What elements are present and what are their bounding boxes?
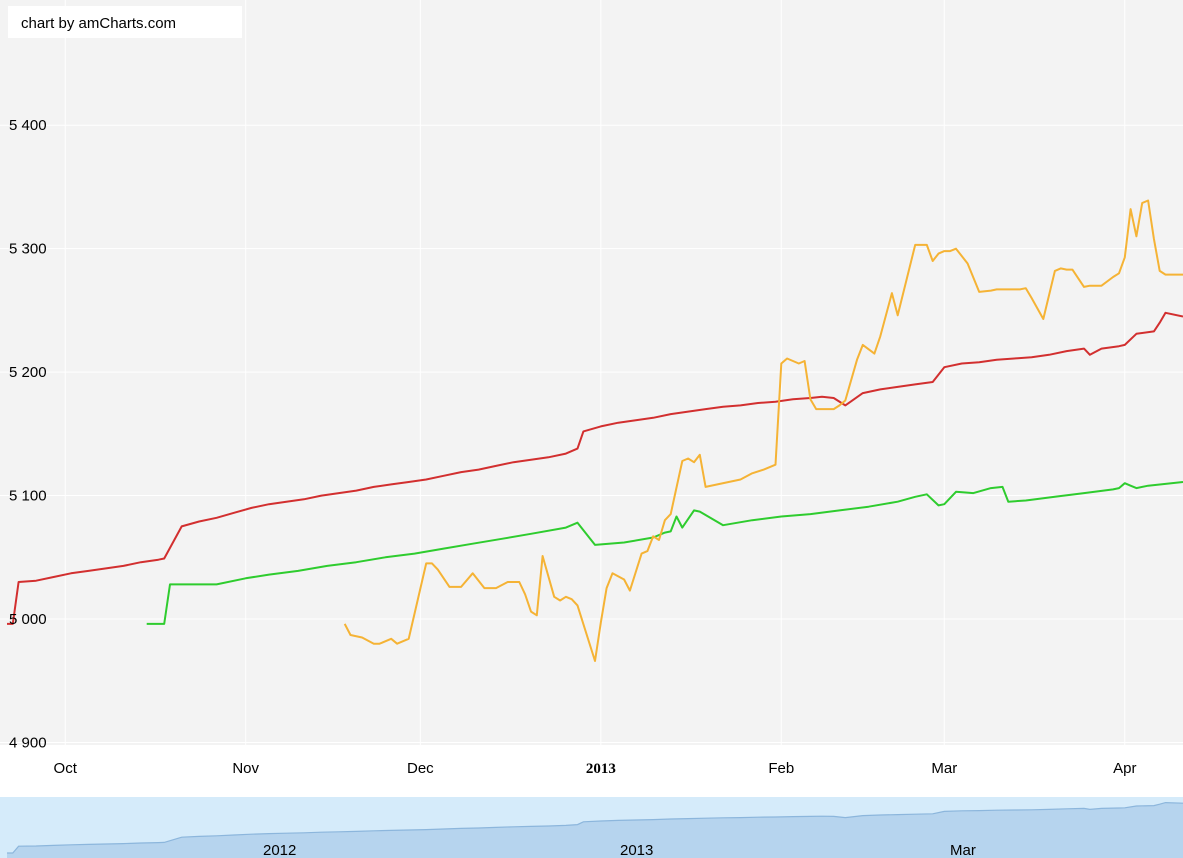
series-group xyxy=(7,199,1183,662)
y-tick-label: 5 100 xyxy=(9,488,47,505)
credit-box[interactable] xyxy=(8,6,242,38)
y-tick-label: 4 900 xyxy=(9,734,47,751)
x-axis: Oct Nov Dec 2013 Feb Mar Apr xyxy=(54,760,1137,777)
x-tick-label: Oct xyxy=(54,760,78,777)
scrollbar-label: Mar xyxy=(950,842,976,858)
y-tick-label: 5 000 xyxy=(9,611,47,628)
x-tick-label: 2013 xyxy=(586,761,616,777)
scrollbar-graph-area xyxy=(7,802,1183,858)
y-tick-label: 5 200 xyxy=(9,364,47,381)
x-tick-label: Dec xyxy=(407,760,434,777)
scrollbar-label: 2012 xyxy=(263,842,296,858)
series-line-red[interactable] xyxy=(7,311,1183,625)
scrollbar-label: 2013 xyxy=(620,842,653,858)
x-tick-label: Nov xyxy=(232,760,259,777)
y-tick-label: 5 300 xyxy=(9,241,47,258)
y-tick-label: 5 400 xyxy=(9,117,47,134)
chart-scrollbar[interactable]: 2012 2013 Mar xyxy=(0,797,1183,858)
scrollbar-graph-line xyxy=(7,801,1183,854)
scrollbar-labels: 2012 2013 Mar xyxy=(263,842,976,858)
series-line-orange[interactable] xyxy=(343,199,1183,662)
chart-credit[interactable]: chart by amCharts.com xyxy=(8,6,242,38)
series-line-green[interactable] xyxy=(146,481,1183,625)
x-tick-label: Mar xyxy=(931,760,957,777)
credit-text[interactable]: chart by amCharts.com xyxy=(21,15,176,32)
x-tick-label: Apr xyxy=(1113,760,1136,777)
x-tick-label: Feb xyxy=(768,760,794,777)
y-axis: 4 900 5 000 5 100 5 200 5 300 5 400 xyxy=(9,117,47,751)
